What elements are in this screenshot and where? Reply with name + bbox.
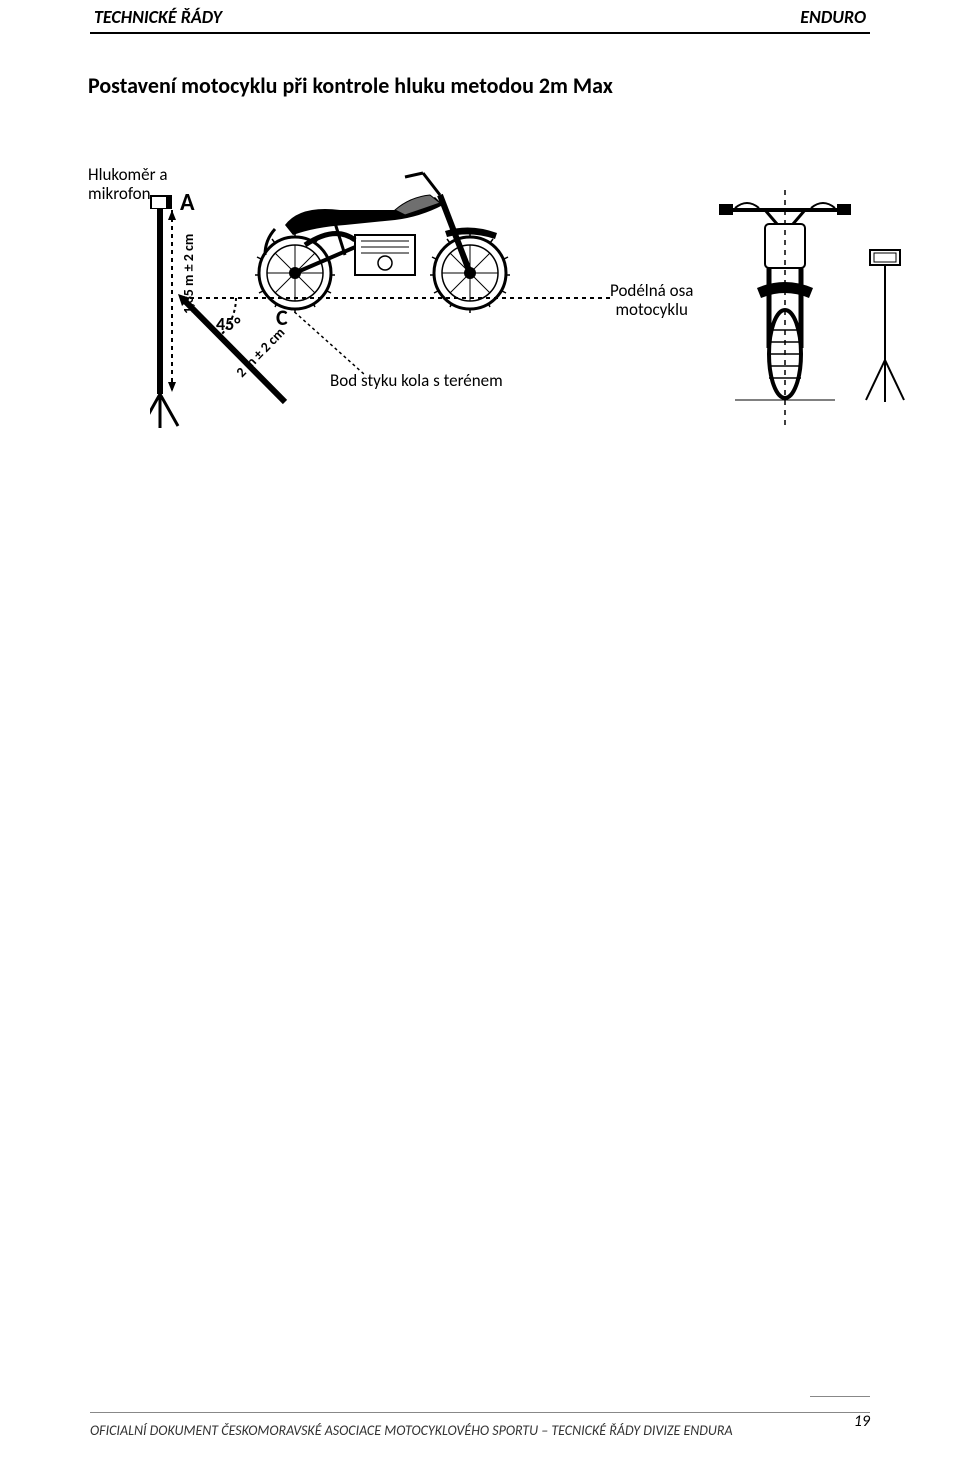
footer-text: OFICIALNÍ DOKUMENT ČESKOMORAVSKÉ ASOCIAC… — [90, 1422, 733, 1439]
angle-label: 45° — [216, 313, 241, 335]
motorcycle-side-icon — [255, 173, 510, 313]
footer-rule-short — [810, 1396, 870, 1397]
sound-meter-icon — [150, 195, 172, 394]
page-number: 19 — [854, 1412, 870, 1431]
page-header: TECHNICKÉ ŘÁDY ENDURO — [90, 6, 870, 34]
dim-diag-label: 2 m ± 2 cm — [233, 324, 289, 381]
header-right: ENDURO — [800, 6, 866, 28]
footer-rule — [90, 1412, 870, 1413]
diagram-label-a: A — [180, 188, 195, 217]
sound-meter-right-icon — [866, 250, 904, 402]
page: TECHNICKÉ ŘÁDY ENDURO Postavení motocykl… — [0, 0, 960, 1469]
tripod-icon — [150, 394, 178, 428]
document-title: Postavení motocyklu při kontrole hluku m… — [88, 72, 613, 99]
measurement-diagram: A B 1,35 m ± 2 cm 45° 2 m ± 2 cm C — [150, 140, 920, 460]
header-left: TECHNICKÉ ŘÁDY — [94, 6, 222, 28]
pointer-bod — [290, 308, 365, 375]
motorcycle-front-icon — [719, 190, 851, 430]
